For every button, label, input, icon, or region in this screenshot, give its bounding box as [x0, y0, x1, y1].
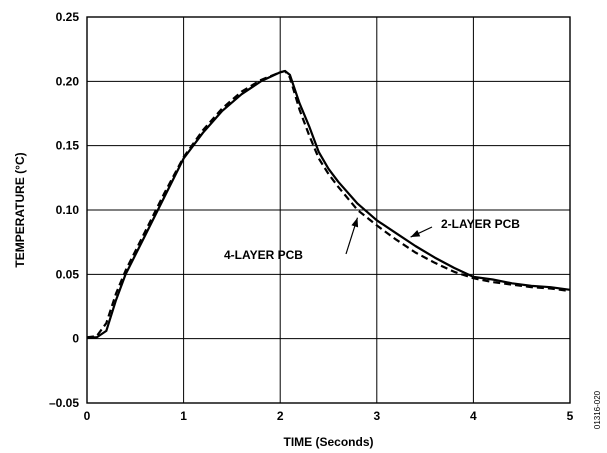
x-tick-label: 3 [373, 409, 380, 423]
y-axis-title: TEMPERATURE (°C) [13, 152, 27, 267]
annotations: 2-LAYER PCB 4-LAYER PCB [224, 217, 520, 262]
annotation-label-4-layer: 4-LAYER PCB [224, 248, 303, 262]
y-tick-label: 0.15 [56, 139, 80, 153]
y-tick-label: 0.25 [56, 10, 80, 24]
series-lines [86, 69, 571, 339]
x-axis-title: TIME (Seconds) [283, 435, 373, 449]
x-tick-label: 5 [567, 409, 574, 423]
x-tick-label: 1 [180, 409, 187, 423]
y-tick-label: 0.10 [56, 203, 80, 217]
y-tick-label: 0 [72, 332, 79, 346]
series-line-4-layer [86, 69, 571, 339]
x-tick-label: 0 [84, 409, 91, 423]
annotation-label-2-layer: 2-LAYER PCB [441, 217, 520, 231]
grid-lines [87, 17, 570, 403]
y-tick-label: 0.20 [56, 74, 80, 88]
plot-frame [86, 16, 571, 404]
series-line-2-layer [87, 69, 571, 339]
y-tick-label: 0.05 [56, 267, 80, 281]
x-tick-label: 2 [277, 409, 284, 423]
arrow-head-2-layer [410, 230, 421, 238]
figure-id: 01316-020 [593, 390, 602, 429]
arrow-head-4-layer [351, 217, 359, 228]
y-tick-label: –0.05 [49, 396, 79, 410]
x-tick-label: 4 [470, 409, 477, 423]
tick-labels: 0 1 2 3 4 5 –0.05 0 0.05 0.10 0.15 0.20 0.25 [49, 10, 574, 423]
